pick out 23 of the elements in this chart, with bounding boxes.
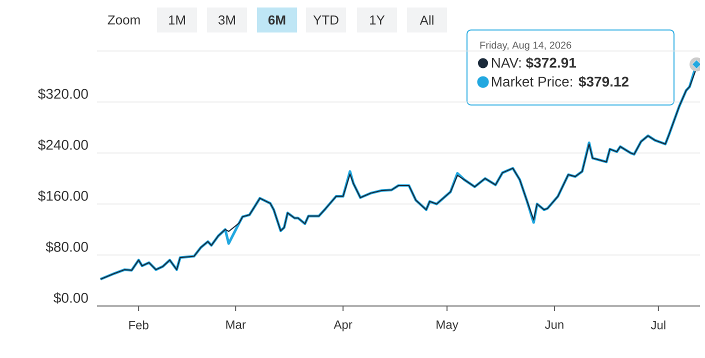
text: Zoom: [108, 15, 140, 25]
x-tick-label: Jun: [544, 320, 564, 329]
text: 1Y: [370, 16, 385, 24]
text: 3M: [218, 15, 235, 25]
legend-label: Market Price:: [492, 76, 572, 87]
text: Friday, Aug 14, 2026: [480, 41, 572, 51]
x-tick-label: Jul: [650, 320, 666, 330]
annotation: $372.91: [526, 57, 576, 69]
y-tick-label: $160.00: [38, 190, 88, 202]
text: All: [420, 15, 434, 25]
text: 6M: [268, 15, 286, 25]
x-tick-label: Feb: [129, 320, 148, 330]
x-tick-label: May: [436, 320, 458, 332]
text: 1M: [168, 16, 185, 24]
legend-label: NAV:: [492, 58, 521, 68]
y-tick-label: $240.00: [38, 139, 88, 151]
x-tick-label: Apr: [334, 320, 352, 332]
annotation: $379.12: [578, 76, 628, 88]
y-tick-label: $80.00: [46, 241, 88, 253]
y-tick-label: $0.00: [54, 292, 88, 304]
text: YTD: [313, 16, 338, 24]
y-tick-label: $320.00: [38, 88, 88, 100]
x-tick-label: Mar: [226, 320, 246, 329]
